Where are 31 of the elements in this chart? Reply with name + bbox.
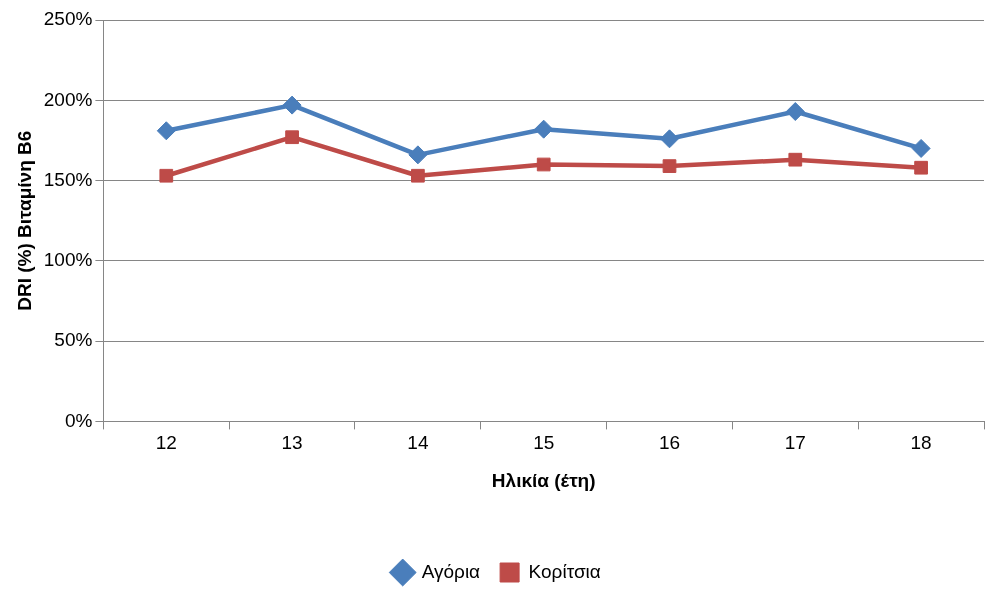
- y-tick-label: 50%: [54, 329, 93, 351]
- x-tick-label: 14: [407, 432, 429, 454]
- point: [788, 152, 803, 167]
- point: [408, 145, 428, 165]
- x-tick-label: 18: [910, 432, 932, 454]
- y-tick-label: 0%: [64, 409, 93, 431]
- x-axis-title: Ηλικία (έτη): [491, 469, 596, 491]
- point: [662, 159, 677, 173]
- legend-label: Κορίτσια: [528, 560, 601, 582]
- point: [285, 130, 299, 145]
- point: [785, 102, 805, 122]
- legend-label: Αγόρια: [421, 560, 481, 582]
- y-tick-label: 250%: [43, 8, 93, 30]
- point: [156, 121, 176, 141]
- y-tick-label: 100%: [43, 249, 93, 271]
- x-tick-label: 12: [155, 432, 177, 454]
- x-tick-label: 13: [281, 432, 303, 454]
- point: [282, 95, 302, 115]
- y-tick-label: 200%: [43, 88, 93, 110]
- y-tick-label: 150%: [43, 168, 93, 190]
- point: [411, 168, 425, 183]
- point: [911, 138, 931, 158]
- point: [660, 129, 679, 149]
- point: [914, 160, 928, 175]
- point: [536, 157, 551, 172]
- y-axis-title: DRI (%) Βιταμίνη B6: [13, 130, 35, 311]
- x-tick-label: 17: [784, 432, 806, 454]
- point: [159, 168, 174, 183]
- x-tick-label: 15: [533, 432, 555, 454]
- x-tick-label: 16: [658, 432, 681, 454]
- point: [534, 119, 554, 139]
